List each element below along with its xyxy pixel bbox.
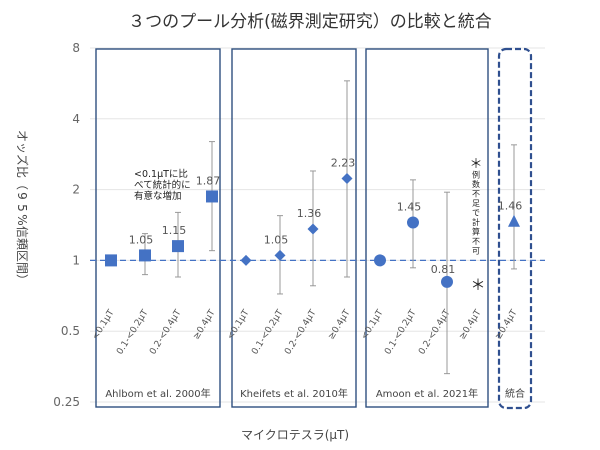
annotation-significant: 有意な増加 xyxy=(134,190,182,202)
annotation-not-computable-char: 不 xyxy=(472,237,480,246)
annotation-not-computable-char: 可 xyxy=(472,247,480,256)
study-label: Kheifets et al. 2010年 xyxy=(240,387,348,400)
data-point-square xyxy=(206,190,218,203)
x-tick-label: ≥0.4μT xyxy=(494,308,520,342)
data-label: 0.81 xyxy=(431,263,456,276)
data-point-circle xyxy=(441,275,453,288)
y-axis-label-char: 信 xyxy=(15,226,29,238)
x-tick-label: 0.1-<0.2μT xyxy=(115,308,151,357)
annotation-not-computable-char: 数 xyxy=(472,179,480,189)
x-tick-label: <0.1μT xyxy=(360,308,386,342)
annotation-significant: べて統計的に xyxy=(134,179,191,191)
study-panel-frame xyxy=(231,48,357,408)
y-axis-label-char: 5 xyxy=(15,204,29,212)
y-axis-label-char: ッ xyxy=(15,142,29,154)
study-label: Amoon et al. 2021年 xyxy=(376,387,478,400)
y-axis-label-char: 区 xyxy=(15,250,29,262)
y-axis-label-char: （ xyxy=(15,178,29,190)
annotation-significant: <0.1μTに比 xyxy=(134,168,188,180)
study-label: Ahlbom et al. 2000年 xyxy=(105,387,210,400)
data-label: 2.23 xyxy=(331,156,356,169)
data-point-circle xyxy=(407,216,419,229)
y-tick-label: 4 xyxy=(72,112,80,126)
y-tick-labels: 0.25 0.5 1 2 4 8 xyxy=(53,41,80,409)
data-point-diamond xyxy=(240,254,252,266)
x-tick-label: <0.1μT xyxy=(91,308,117,342)
y-axis-label-char: オ xyxy=(15,130,29,142)
annotation-not-computable-char: 算 xyxy=(472,227,480,237)
annotation-not-computable-char: 計 xyxy=(472,217,480,227)
x-tick-label: 0.2-<0.4μT xyxy=(283,308,319,357)
data-point-square xyxy=(105,254,117,267)
data-point-circle xyxy=(374,254,386,267)
x-tick-label: 0.1-<0.2μT xyxy=(250,308,286,357)
data-label: 1.05 xyxy=(129,233,154,246)
data-label: 1.87 xyxy=(196,174,221,187)
y-tick-label: 2 xyxy=(72,183,80,197)
x-tick-label: ≥0.4μT xyxy=(192,308,218,342)
data-marks: 1.05 1.15 1.87 1.05 1.36 2.23 1.45 0.81 ＊ 1.46 <0.… xyxy=(105,80,523,375)
data-label: 1.36 xyxy=(297,207,322,220)
missing-value-marker: ＊ xyxy=(470,276,485,294)
data-point-diamond xyxy=(274,249,286,261)
annotation-not-computable-char: 例 xyxy=(472,170,480,180)
x-tick-label: <0.1μT xyxy=(226,308,252,342)
x-tick-label: ≥0.4μT xyxy=(327,308,353,342)
annotation-not-computable-char: で xyxy=(472,209,480,218)
combined-panel-frame xyxy=(497,47,533,410)
data-label: 1.15 xyxy=(162,224,187,237)
y-axis-label-char: % xyxy=(15,214,29,225)
x-tick-label: ≥0.4μT xyxy=(458,308,484,342)
y-axis-label-char: 頼 xyxy=(15,238,29,250)
y-axis-label-char: ） xyxy=(15,274,29,286)
annotation-not-computable-char: 足 xyxy=(472,199,480,208)
y-axis-label-char: 間 xyxy=(15,262,29,274)
y-axis-label-char: ズ xyxy=(15,154,30,166)
study-panel-frame xyxy=(95,48,221,408)
x-tick-label: 0.1-<0.2μT xyxy=(383,308,419,357)
y-tick-label: 1 xyxy=(72,253,80,267)
y-tick-label: 0.25 xyxy=(53,395,80,409)
data-point-diamond xyxy=(341,172,353,184)
data-label: 1.45 xyxy=(397,200,422,213)
y-tick-label: 0.5 xyxy=(61,324,80,338)
data-point-diamond xyxy=(307,223,319,235)
x-axis-label: マイクロテスラ(μT) xyxy=(241,428,349,442)
study-label: 統合 xyxy=(505,387,525,400)
annotation-not-computable-char: ＊ xyxy=(469,157,482,172)
data-label: 1.05 xyxy=(264,233,289,246)
data-point-triangle xyxy=(508,214,520,227)
y-tick-label: 8 xyxy=(72,41,80,55)
data-label: 1.46 xyxy=(498,200,523,213)
annotation-not-computable-char: 不 xyxy=(472,190,480,199)
study-panel-frame xyxy=(365,48,489,408)
data-point-square xyxy=(172,240,184,253)
chart-title: ３つのプール分析(磁界測定研究）の比較と統合 xyxy=(128,12,492,32)
x-tick-label: 0.2-<0.4μT xyxy=(148,308,184,357)
y-axis-label-char: 比 xyxy=(15,166,29,178)
y-axis-label-char: 9 xyxy=(15,192,29,200)
data-point-square xyxy=(139,249,151,262)
